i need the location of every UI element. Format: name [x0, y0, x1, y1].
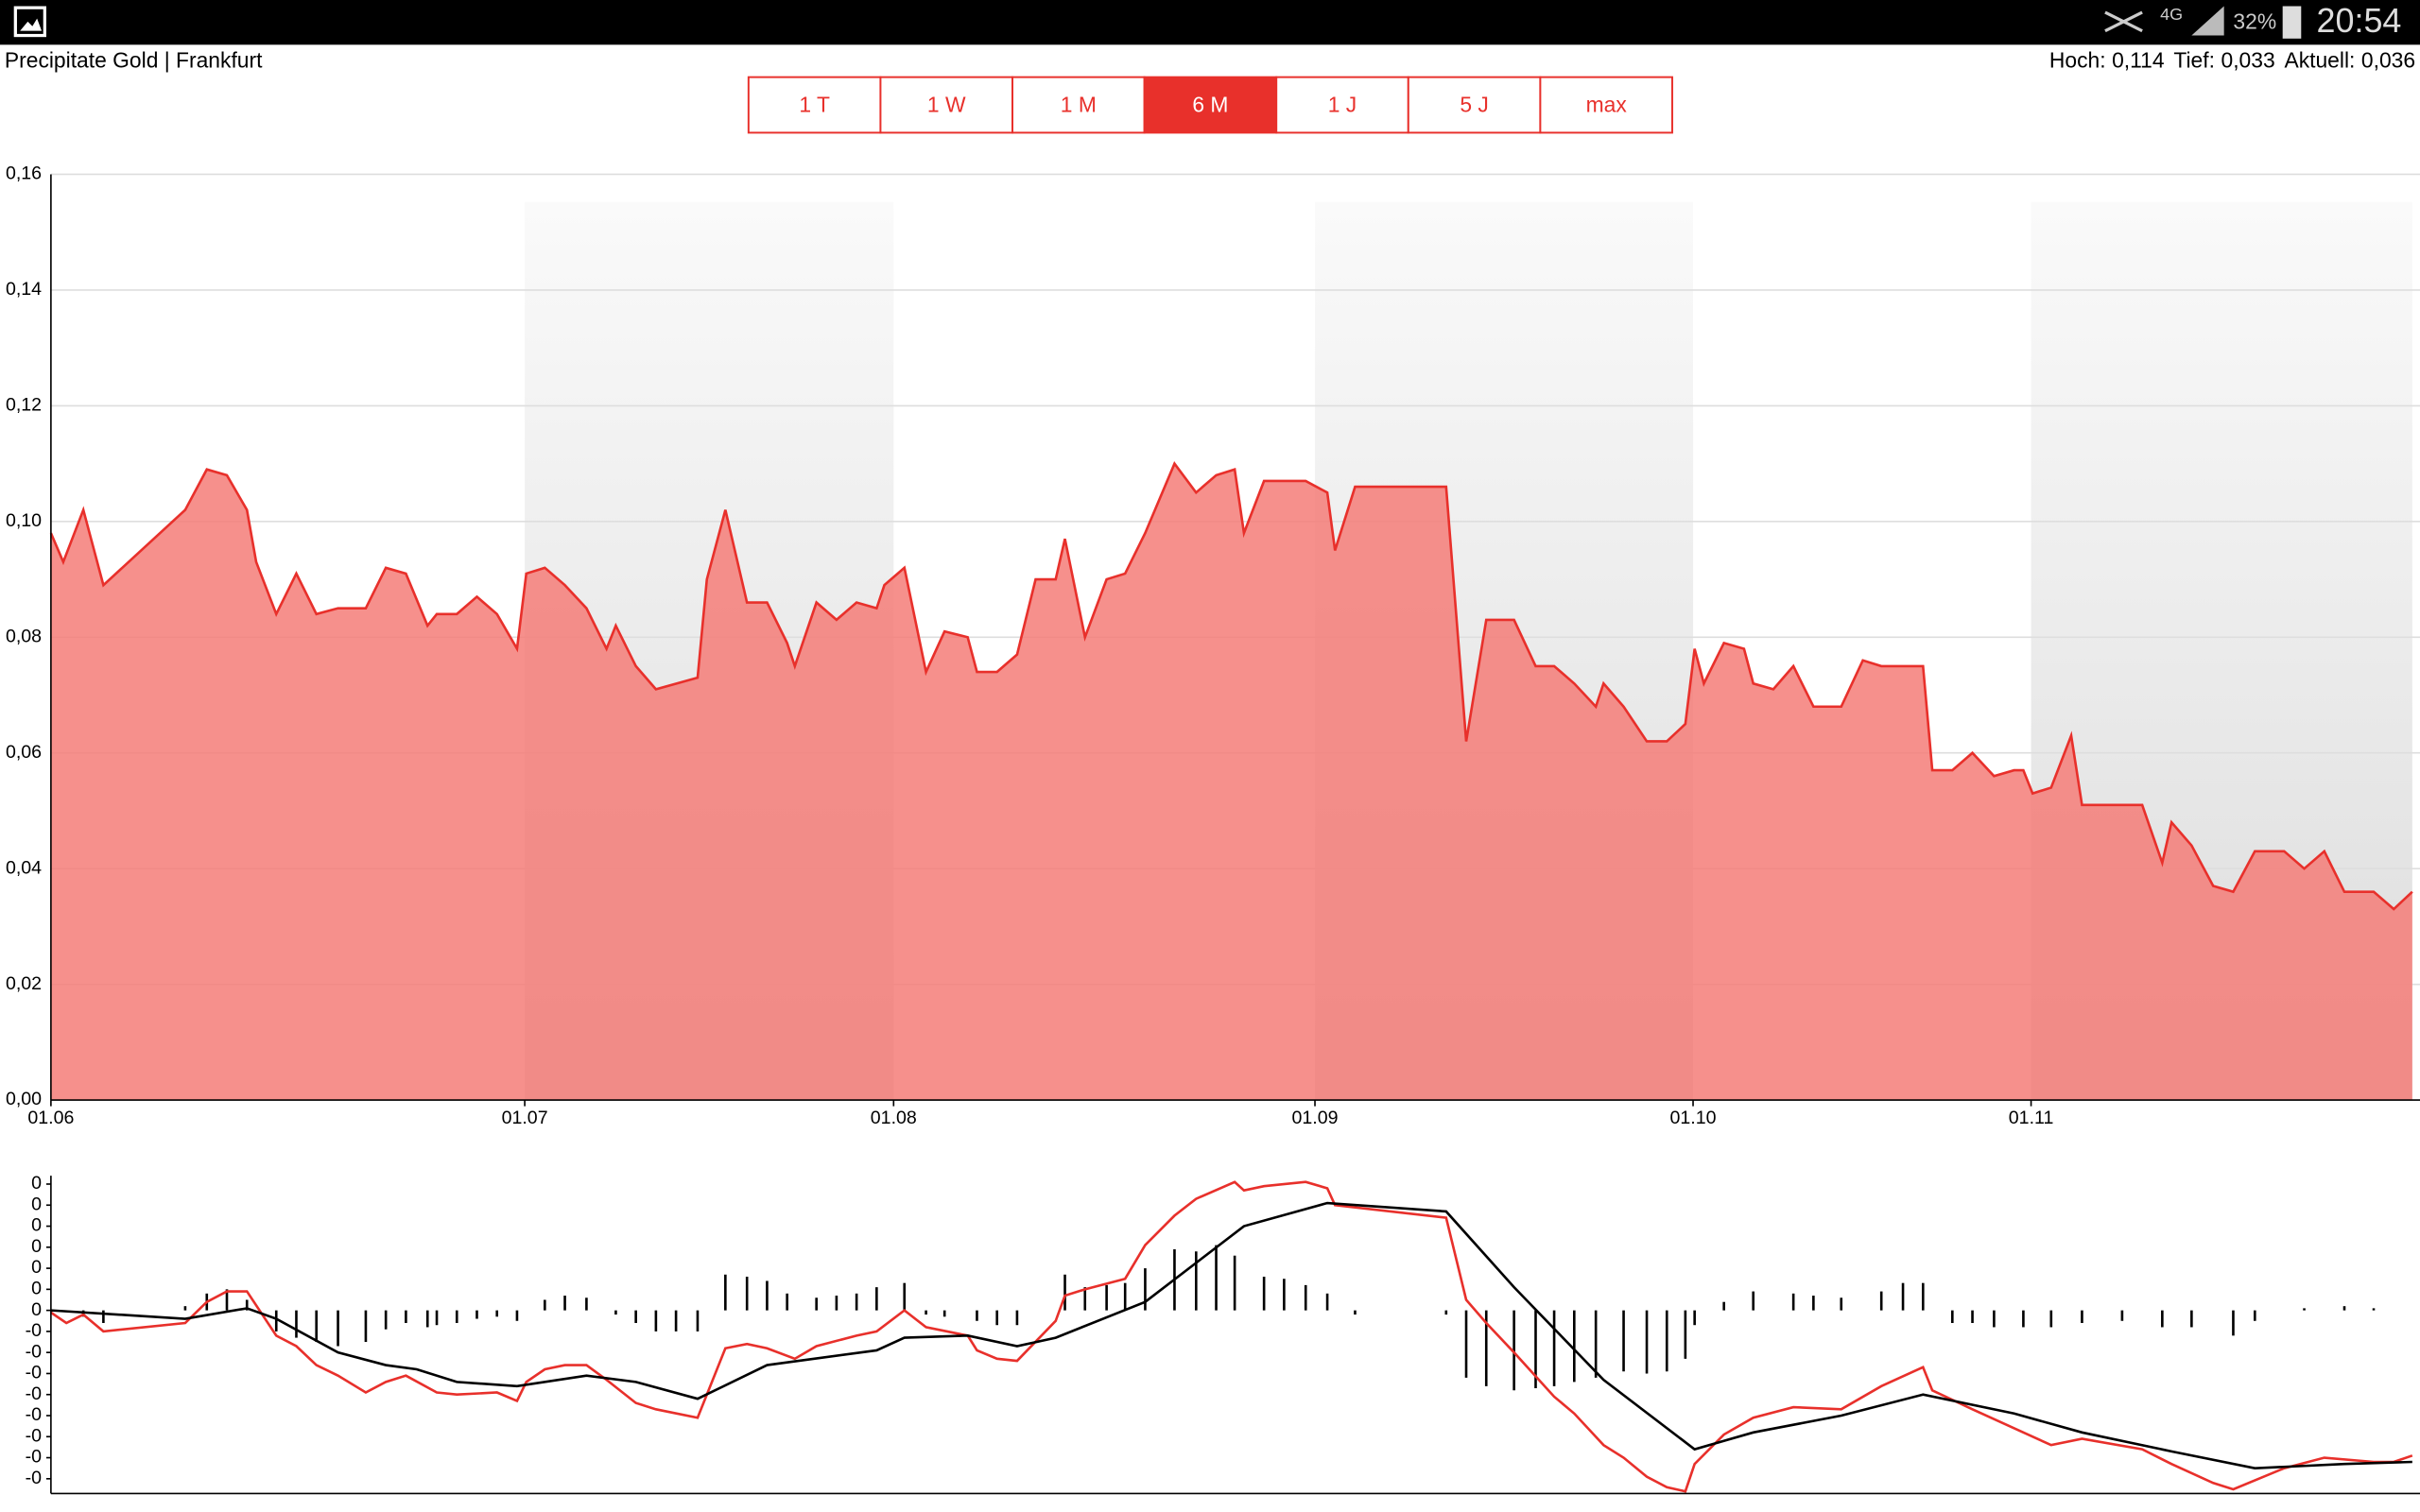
- signal-icon: [2191, 6, 2224, 36]
- range-button-label[interactable]: 1 W: [927, 93, 966, 117]
- range-button-bg[interactable]: [1275, 76, 1409, 134]
- y-tick-label: -0: [26, 1341, 43, 1362]
- page-title: Precipitate Gold | Frankfurt: [5, 47, 263, 72]
- y-tick-label: 0,10: [6, 510, 42, 531]
- stat-label: Hoch:: [2049, 47, 2106, 72]
- price-area: [50, 463, 2412, 1101]
- y-tick-label: 0: [31, 1236, 42, 1257]
- stat-label: Tief:: [2173, 47, 2215, 72]
- x-tick-label: 01.10: [1670, 1108, 1717, 1128]
- gallery-icon: [13, 6, 46, 38]
- x-tick-label: 01.07: [502, 1108, 548, 1128]
- y-tick-label: -0: [26, 1383, 43, 1404]
- x-tick-label: 01.09: [1292, 1108, 1339, 1128]
- range-selector: 1 T 1 W 1 M 6 M 1 J 5 J max: [747, 76, 1673, 134]
- y-tick-label: -0: [26, 1447, 43, 1468]
- y-tick-label: 0: [31, 1257, 42, 1278]
- range-button[interactable]: 6 M: [1143, 76, 1278, 134]
- range-button-bg[interactable]: [747, 76, 882, 134]
- battery-icon: [2282, 6, 2302, 39]
- y-tick-label: 0,14: [6, 279, 42, 300]
- range-button-label[interactable]: 6 M: [1192, 93, 1228, 117]
- range-button[interactable]: 1 M: [1011, 76, 1146, 134]
- x-tick-label: 01.06: [27, 1108, 74, 1128]
- range-button-label[interactable]: 1 T: [799, 93, 830, 117]
- range-button[interactable]: 5 J: [1407, 76, 1542, 134]
- mute-icon: [2104, 10, 2143, 33]
- y-tick-label: 0: [31, 1215, 42, 1236]
- macd-line: [50, 1180, 2413, 1493]
- y-tick-label: 0,12: [6, 395, 42, 416]
- y-tick-label: 0: [31, 1194, 42, 1214]
- y-tick-label: 0,08: [6, 626, 42, 646]
- status-bar: [0, 0, 2420, 45]
- stat-value: 0,033: [2221, 47, 2275, 72]
- range-button-label[interactable]: 5 J: [1460, 93, 1488, 117]
- signal-line: [50, 1201, 2412, 1469]
- range-button-label[interactable]: max: [1586, 93, 1628, 117]
- charts: 0,00 0,02 0,04 0,06 0,08 0,10 0,12 0,14 0,16 01.0…: [6, 163, 2420, 1495]
- y-tick-label: 0,02: [6, 973, 42, 994]
- stat-label: Aktuell:: [2284, 47, 2355, 72]
- y-tick-label: 0: [31, 1279, 42, 1299]
- y-tick-label: -0: [26, 1425, 43, 1446]
- y-tick-label: -0: [26, 1404, 43, 1425]
- range-button-label[interactable]: 1 M: [1061, 93, 1097, 117]
- range-button[interactable]: 1 J: [1275, 76, 1409, 134]
- y-tick-label: -0: [26, 1320, 43, 1341]
- range-button[interactable]: 1 T: [747, 76, 882, 134]
- clock: 20:54: [2317, 1, 2402, 40]
- x-tick-label: 01.08: [871, 1108, 917, 1128]
- y-tick-label: 0: [31, 1173, 42, 1194]
- stat-value: 0,036: [2361, 47, 2415, 72]
- price-line: [49, 461, 2413, 911]
- range-button-bg[interactable]: [1407, 76, 1542, 134]
- y-tick-label: -0: [26, 1363, 43, 1383]
- y-tick-label: -0: [26, 1468, 43, 1488]
- battery-level: 32%: [2233, 9, 2276, 34]
- range-button[interactable]: max: [1539, 76, 1673, 134]
- range-button[interactable]: 1 W: [879, 76, 1013, 134]
- y-tick-label: 0: [31, 1299, 42, 1320]
- range-button-bg[interactable]: [1143, 76, 1278, 134]
- network-type: 4G: [2160, 5, 2183, 24]
- y-tick-label: 0,06: [6, 742, 42, 763]
- stat-value: 0,114: [2112, 47, 2165, 72]
- x-tick-label: 01.11: [2009, 1108, 2054, 1128]
- y-tick-label: 0,00: [6, 1089, 42, 1109]
- price-stats: Hoch: 0,114 Tief: 0,033 Aktuell: 0,036: [2049, 47, 2415, 72]
- y-tick-label: 0,04: [6, 857, 42, 878]
- range-button-bg[interactable]: [1539, 76, 1673, 134]
- range-button-label[interactable]: 1 J: [1328, 93, 1357, 117]
- y-tick-label: 0,16: [6, 163, 42, 184]
